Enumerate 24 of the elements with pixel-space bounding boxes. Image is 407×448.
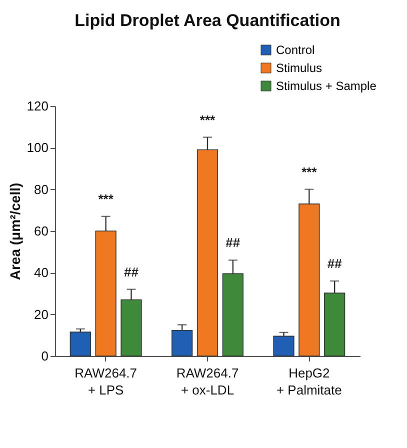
y-tick-label: 80 bbox=[34, 182, 48, 197]
legend-label: Stimulus + Sample bbox=[276, 79, 377, 93]
y-tick-label: 60 bbox=[34, 224, 48, 238]
bar bbox=[70, 332, 91, 356]
data-label: ## bbox=[226, 235, 241, 250]
data-label: *** bbox=[98, 191, 114, 206]
y-tick-label: 20 bbox=[34, 306, 48, 322]
legend-label: Stimulus bbox=[276, 61, 322, 75]
chart-title: Lipid Droplet Area Quantification bbox=[74, 11, 340, 30]
x-tick-label: RAW264.7 + LPS bbox=[74, 366, 138, 398]
bar bbox=[172, 330, 193, 356]
bar bbox=[273, 336, 294, 356]
y-tick-label: 40 bbox=[34, 265, 48, 280]
y-tick-label: 100 bbox=[26, 140, 48, 156]
data-label: *** bbox=[302, 164, 318, 180]
data-label: ## bbox=[327, 256, 343, 271]
x-tick-label: HepG2 + Palmitate bbox=[276, 366, 342, 398]
x-tick-label: RAW264.7 + ox-LDL bbox=[176, 366, 239, 398]
data-label: ## bbox=[124, 264, 140, 280]
y-tick-label: 120 bbox=[26, 98, 48, 114]
data-label: *** bbox=[200, 112, 216, 128]
legend-label: Control bbox=[276, 43, 315, 57]
y-axis-title: Area (μm²/cell) bbox=[6, 182, 23, 280]
y-tick-label: 0 bbox=[41, 348, 48, 364]
